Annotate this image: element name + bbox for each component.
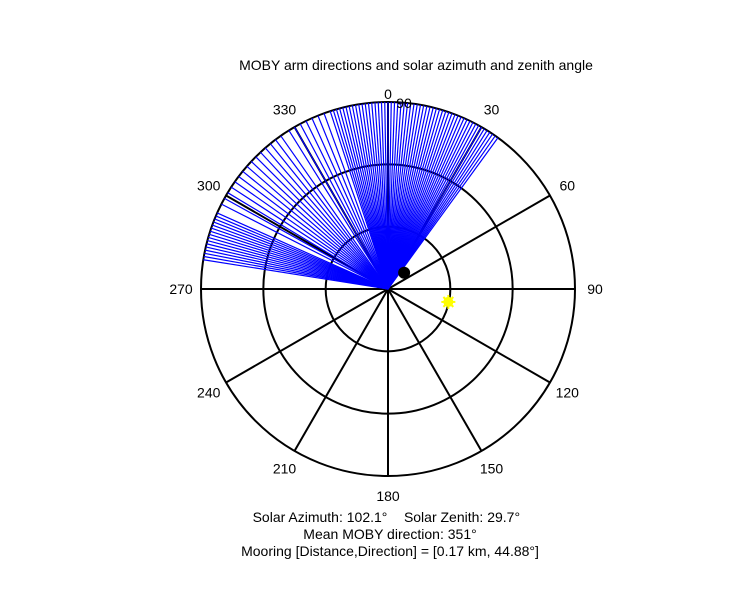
angle-label-120: 120 bbox=[556, 385, 580, 401]
arm-line bbox=[227, 192, 389, 290]
arm-line bbox=[255, 156, 389, 290]
mooring-marker bbox=[398, 266, 411, 279]
arm-line bbox=[323, 113, 389, 290]
solar-azimuth-caption: Solar Azimuth: 102.1° bbox=[253, 509, 388, 525]
arm-line bbox=[387, 137, 499, 290]
angle-label-180: 180 bbox=[376, 488, 400, 504]
arm-line bbox=[260, 151, 389, 290]
angle-label-150: 150 bbox=[480, 460, 504, 476]
arm-line bbox=[280, 135, 389, 290]
mean-direction-caption: Mean MOBY direction: 351° bbox=[303, 526, 476, 542]
angle-label-0: 0 bbox=[384, 86, 392, 102]
arm-line bbox=[224, 197, 389, 290]
angle-label-30: 30 bbox=[484, 102, 500, 118]
angle-label-60: 60 bbox=[559, 178, 575, 194]
arm-line bbox=[299, 123, 389, 290]
arm-line bbox=[264, 147, 389, 290]
angle-label-210: 210 bbox=[273, 460, 297, 476]
arm-line bbox=[221, 203, 389, 290]
angle-label-300: 300 bbox=[197, 178, 221, 194]
arm-line bbox=[234, 181, 389, 290]
angle-label-270: 270 bbox=[169, 281, 193, 297]
radial-tick-label: 90 bbox=[396, 95, 412, 111]
mooring-caption: Mooring [Distance,Direction] = [0.17 km,… bbox=[241, 543, 539, 559]
arm-line bbox=[242, 170, 389, 290]
sun-marker bbox=[441, 294, 456, 309]
arm-line bbox=[293, 126, 389, 290]
arm-line bbox=[250, 161, 389, 290]
arm-line bbox=[230, 186, 389, 290]
chart-title: MOBY arm directions and solar azimuth an… bbox=[239, 57, 593, 73]
arm-line bbox=[288, 130, 389, 290]
arm-line bbox=[305, 120, 389, 290]
angle-label-90: 90 bbox=[587, 281, 603, 297]
arm-line bbox=[317, 115, 389, 290]
arm-line bbox=[311, 117, 389, 290]
markers bbox=[398, 266, 456, 309]
solar-zenith-caption: Solar Zenith: 29.7° bbox=[404, 509, 520, 525]
angle-label-330: 330 bbox=[273, 102, 297, 118]
arm-line bbox=[246, 165, 389, 290]
arm-line bbox=[216, 212, 389, 290]
arm-line bbox=[274, 139, 389, 290]
arm-line bbox=[238, 175, 389, 290]
arm-direction-lines bbox=[203, 102, 499, 290]
angle-label-240: 240 bbox=[197, 385, 221, 401]
arm-line bbox=[269, 143, 389, 290]
